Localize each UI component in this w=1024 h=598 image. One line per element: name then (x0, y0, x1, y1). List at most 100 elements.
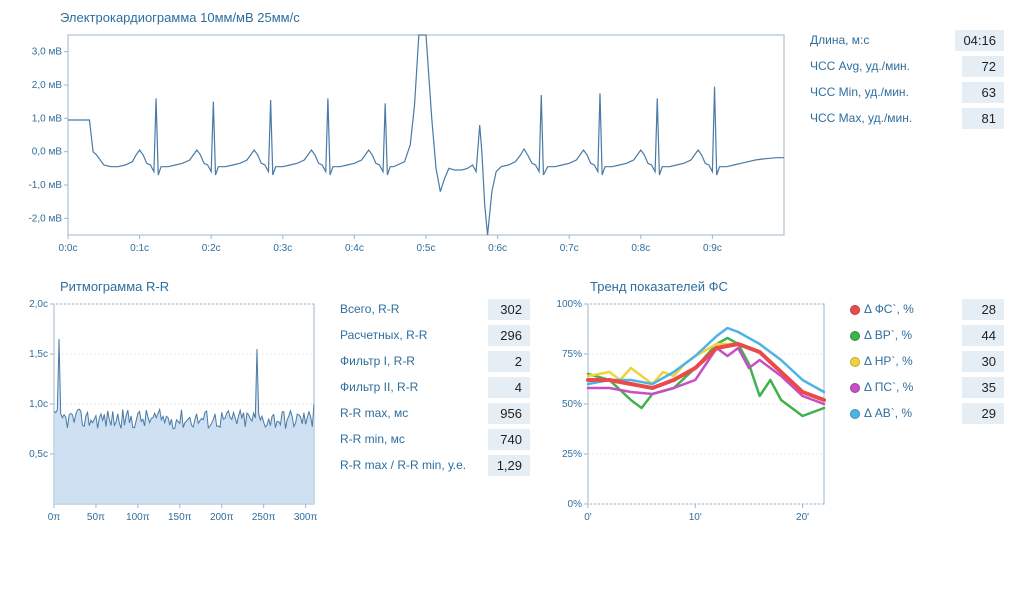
stat-value: 81 (962, 108, 1004, 129)
svg-text:0:4c: 0:4c (345, 243, 364, 254)
stat-value: 1,29 (488, 455, 530, 476)
rr-stat-row: R-R min, мс 740 (340, 427, 530, 451)
svg-text:10': 10' (689, 512, 702, 523)
legend-dot-icon (850, 331, 860, 341)
stat-value: 296 (488, 325, 530, 346)
stat-value: 30 (962, 351, 1004, 372)
stat-label: R-R max / R-R min, у.е. (340, 458, 466, 472)
stat-label: ЧСС Max, уд./мин. (810, 111, 912, 125)
svg-text:50π: 50π (87, 512, 105, 523)
svg-text:0:1c: 0:1c (130, 243, 149, 254)
svg-text:0:5c: 0:5c (417, 243, 436, 254)
svg-text:100%: 100% (556, 299, 582, 310)
svg-text:0:8c: 0:8c (631, 243, 650, 254)
rr-stat-row: Расчетных, R-R 296 (340, 323, 530, 347)
stat-label: Фильтр II, R-R (340, 380, 418, 394)
svg-text:2,0c: 2,0c (29, 299, 48, 310)
svg-text:2,0 мВ: 2,0 мВ (32, 80, 63, 91)
trend-stat-row: Δ НР`, % 30 (850, 349, 1004, 373)
svg-text:1,5c: 1,5c (29, 349, 48, 360)
stat-label: R-R min, мс (340, 432, 405, 446)
ecg-stat-row: ЧСС Avg, уд./мин. 72 (810, 54, 1004, 78)
rr-title: Ритмограмма R-R (60, 279, 320, 294)
stat-value: 63 (962, 82, 1004, 103)
svg-text:0:7c: 0:7c (560, 243, 579, 254)
rr-stat-row: R-R max / R-R min, у.е. 1,29 (340, 453, 530, 477)
svg-text:-1,0 мВ: -1,0 мВ (28, 180, 62, 191)
stat-value: 72 (962, 56, 1004, 77)
stat-label: Δ АВ`, % (850, 406, 912, 420)
stat-value: 740 (488, 429, 530, 450)
legend-label-text: Δ ПС`, % (864, 380, 913, 394)
svg-text:3,0 мВ: 3,0 мВ (32, 47, 63, 58)
legend-label-text: Δ ВР`, % (864, 328, 912, 342)
stat-label: Δ ФС`, % (850, 302, 914, 316)
legend-label-text: Δ ФС`, % (864, 302, 914, 316)
legend-dot-icon (850, 357, 860, 367)
legend-label-text: Δ НР`, % (864, 354, 913, 368)
stat-value: 04:16 (955, 30, 1004, 51)
stat-value: 29 (962, 403, 1004, 424)
stat-label: Расчетных, R-R (340, 328, 427, 342)
rr-stat-row: Фильтр I, R-R 2 (340, 349, 530, 373)
svg-text:0:2c: 0:2c (202, 243, 221, 254)
svg-text:0π: 0π (48, 512, 61, 523)
svg-text:20': 20' (796, 512, 809, 523)
legend-dot-icon (850, 409, 860, 419)
ecg-stat-row: Длина, м:с 04:16 (810, 28, 1004, 52)
stat-label: Δ ВР`, % (850, 328, 912, 342)
ecg-stat-row: ЧСС Min, уд./мин. 63 (810, 80, 1004, 104)
stat-label: Δ НР`, % (850, 354, 913, 368)
stat-value: 35 (962, 377, 1004, 398)
stat-value: 302 (488, 299, 530, 320)
svg-text:250π: 250π (252, 512, 276, 523)
stat-label: Всего, R-R (340, 302, 399, 316)
svg-text:50%: 50% (562, 399, 582, 410)
stat-value: 28 (962, 299, 1004, 320)
trend-stat-row: Δ ПС`, % 35 (850, 375, 1004, 399)
svg-text:0': 0' (584, 512, 592, 523)
ecg-chart: -2,0 мВ -1,0 мВ 0,0 мВ 1,0 мВ 2,0 мВ 3,0 мВ 0:… (20, 29, 790, 259)
svg-text:0,5c: 0,5c (29, 449, 48, 460)
svg-text:200π: 200π (210, 512, 234, 523)
svg-text:75%: 75% (562, 349, 582, 360)
svg-text:0,0 мВ: 0,0 мВ (32, 147, 63, 158)
svg-text:1,0 мВ: 1,0 мВ (32, 113, 63, 124)
svg-text:0:3c: 0:3c (273, 243, 292, 254)
legend-label-text: Δ АВ`, % (864, 406, 912, 420)
stat-label: ЧСС Min, уд./мин. (810, 85, 909, 99)
stat-value: 4 (488, 377, 530, 398)
stat-label: Фильтр I, R-R (340, 354, 415, 368)
svg-text:100π: 100π (126, 512, 150, 523)
svg-text:0:6c: 0:6c (488, 243, 507, 254)
trend-stats-table: Δ ФС`, % 28 Δ ВР`, % 44 Δ НР`, % 30 Δ ПС`, % 35… (850, 297, 1004, 425)
stat-label: ЧСС Avg, уд./мин. (810, 59, 910, 73)
stat-value: 44 (962, 325, 1004, 346)
svg-text:300π: 300π (294, 512, 318, 523)
stat-value: 956 (488, 403, 530, 424)
rr-chart: 0,5c1,0c1,5c2,0c0π50π100π150π200π250π300… (20, 298, 320, 528)
trend-stat-row: Δ ФС`, % 28 (850, 297, 1004, 321)
rr-stat-row: Фильтр II, R-R 4 (340, 375, 530, 399)
svg-text:-2,0 мВ: -2,0 мВ (28, 213, 62, 224)
rr-stat-row: R-R max, мс 956 (340, 401, 530, 425)
ecg-title: Электрокардиограмма 10мм/мВ 25мм/с (60, 10, 790, 25)
svg-text:25%: 25% (562, 449, 582, 460)
legend-dot-icon (850, 383, 860, 393)
trend-title: Тренд показателей ФС (590, 279, 830, 294)
stat-label: R-R max, мс (340, 406, 408, 420)
ecg-stat-row: ЧСС Max, уд./мин. 81 (810, 106, 1004, 130)
svg-text:0:9c: 0:9c (703, 243, 722, 254)
trend-chart: 0% 25% 50% 75% 100% 0' 10' 20' (550, 298, 830, 528)
svg-text:0:0c: 0:0c (59, 243, 78, 254)
stat-label: Длина, м:с (810, 33, 869, 47)
legend-dot-icon (850, 305, 860, 315)
rr-stat-row: Всего, R-R 302 (340, 297, 530, 321)
trend-stat-row: Δ ВР`, % 44 (850, 323, 1004, 347)
svg-text:150π: 150π (168, 512, 192, 523)
stat-label: Δ ПС`, % (850, 380, 913, 394)
svg-text:0%: 0% (568, 499, 583, 510)
ecg-stats-table: Длина, м:с 04:16 ЧСС Avg, уд./мин. 72 ЧСС Mi… (810, 28, 1004, 130)
trend-stat-row: Δ АВ`, % 29 (850, 401, 1004, 425)
stat-value: 2 (488, 351, 530, 372)
